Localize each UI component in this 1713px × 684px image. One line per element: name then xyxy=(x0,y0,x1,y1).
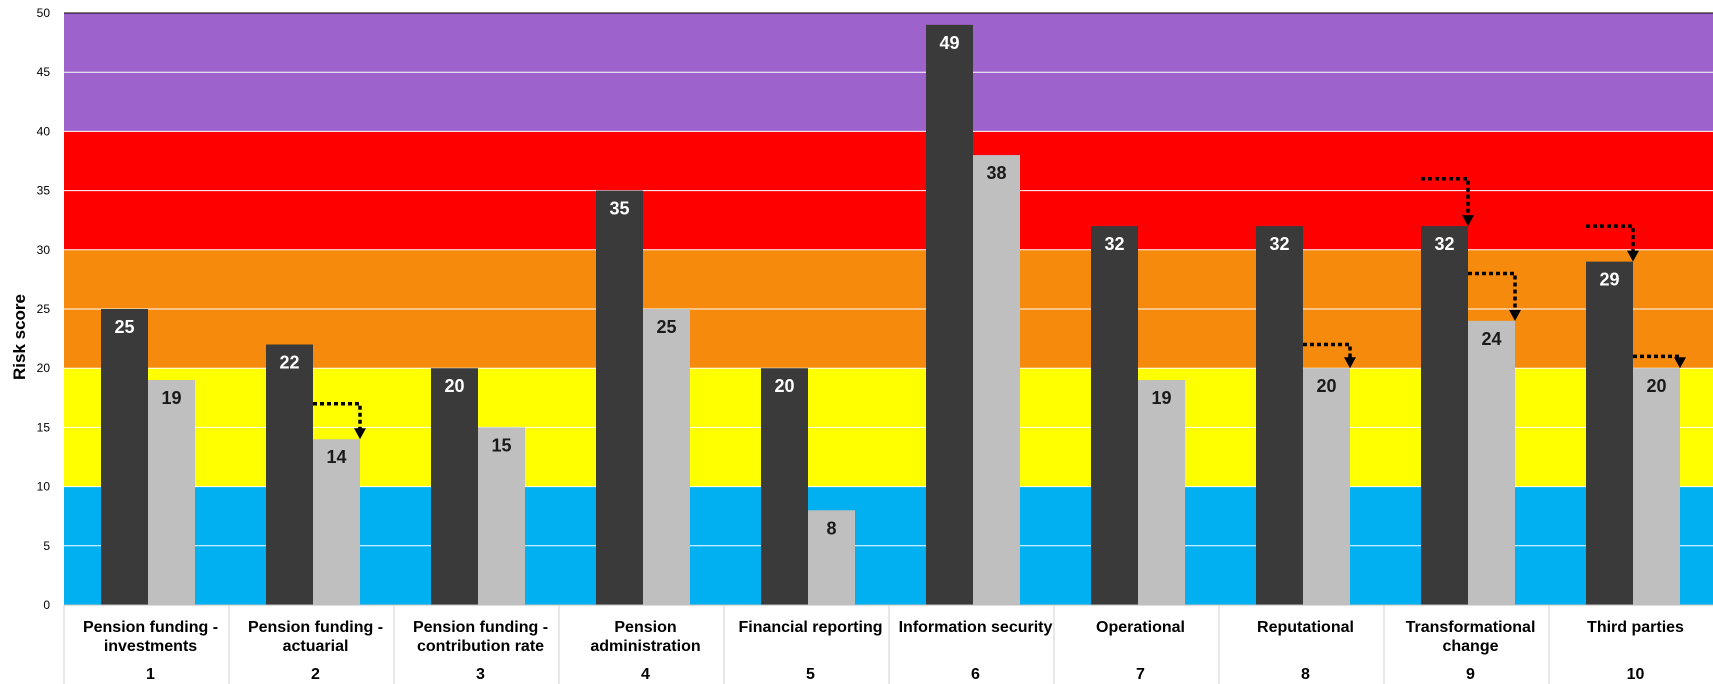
category-label: administration xyxy=(590,638,700,655)
category-label: Financial reporting xyxy=(738,619,882,636)
category-number: 10 xyxy=(1627,666,1645,683)
y-tick-label: 0 xyxy=(43,598,50,612)
y-tick-label: 35 xyxy=(37,184,51,198)
bar-s1-c6 xyxy=(973,155,1020,605)
bar-s0-c4 xyxy=(596,191,643,605)
category-number: 4 xyxy=(641,666,650,683)
data-label: 38 xyxy=(986,163,1006,183)
y-tick-label: 15 xyxy=(37,420,51,434)
bar-s0-c2 xyxy=(266,345,313,605)
category-label: change xyxy=(1442,638,1498,655)
category-label: Third parties xyxy=(1587,619,1684,636)
category-number: 5 xyxy=(806,666,815,683)
category-label: Pension xyxy=(614,619,676,636)
y-tick-label: 30 xyxy=(37,243,51,257)
bar-s0-c7 xyxy=(1091,226,1138,605)
y-tick-label: 45 xyxy=(37,65,51,79)
data-label: 19 xyxy=(1151,388,1171,408)
data-label: 32 xyxy=(1269,234,1289,254)
data-label: 25 xyxy=(656,317,676,337)
category-number: 1 xyxy=(146,666,155,683)
bar-s1-c1 xyxy=(148,380,195,605)
category-label: contribution rate xyxy=(417,638,544,655)
bar-s1-c10 xyxy=(1633,368,1680,605)
category-number: 6 xyxy=(971,666,980,683)
bar-s1-c8 xyxy=(1303,368,1350,605)
y-tick-label: 5 xyxy=(43,539,50,553)
category-label: actuarial xyxy=(283,638,349,655)
data-label: 14 xyxy=(326,447,346,467)
data-label: 8 xyxy=(826,518,836,538)
bar-s0-c10 xyxy=(1586,262,1633,605)
data-label: 24 xyxy=(1481,329,1501,349)
data-label: 15 xyxy=(491,435,511,455)
bar-s0-c6 xyxy=(926,25,973,605)
category-number: 3 xyxy=(476,666,485,683)
data-label: 20 xyxy=(1646,376,1666,396)
y-tick-label: 25 xyxy=(37,302,51,316)
bar-s0-c3 xyxy=(431,368,478,605)
y-tick-label: 10 xyxy=(37,480,51,494)
data-label: 32 xyxy=(1434,234,1454,254)
bar-s0-c9 xyxy=(1421,226,1468,605)
bar-s0-c5 xyxy=(761,368,808,605)
data-label: 49 xyxy=(939,33,959,53)
category-number: 2 xyxy=(311,666,320,683)
category-label: Pension funding - xyxy=(413,619,548,636)
data-label: 19 xyxy=(161,388,181,408)
category-label: Pension funding - xyxy=(83,619,218,636)
bar-s1-c9 xyxy=(1468,321,1515,605)
category-number: 9 xyxy=(1466,666,1475,683)
data-label: 20 xyxy=(774,376,794,396)
data-label: 25 xyxy=(114,317,134,337)
category-label: Information security xyxy=(899,619,1053,636)
y-tick-label: 40 xyxy=(37,124,51,138)
y-tick-label: 50 xyxy=(37,6,51,20)
category-number: 7 xyxy=(1136,666,1145,683)
category-label: Operational xyxy=(1096,619,1185,636)
data-label: 35 xyxy=(609,199,629,219)
bar-s0-c8 xyxy=(1256,226,1303,605)
category-label: Reputational xyxy=(1257,619,1354,636)
data-label: 29 xyxy=(1599,270,1619,290)
data-label: 20 xyxy=(444,376,464,396)
data-label: 22 xyxy=(279,353,299,373)
category-number: 8 xyxy=(1301,666,1310,683)
data-label: 20 xyxy=(1316,376,1336,396)
category-label: investments xyxy=(104,638,197,655)
bar-s1-c4 xyxy=(643,309,690,605)
category-label: Transformational xyxy=(1406,619,1536,636)
data-label: 32 xyxy=(1104,234,1124,254)
bar-s0-c1 xyxy=(101,309,148,605)
category-label: Pension funding - xyxy=(248,619,383,636)
y-tick-label: 20 xyxy=(37,361,51,375)
bar-s1-c7 xyxy=(1138,380,1185,605)
